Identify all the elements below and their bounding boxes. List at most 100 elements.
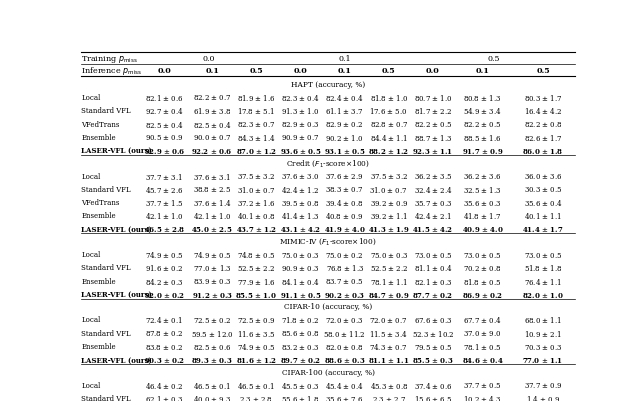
Text: 35.6 $\pm$ 7.6: 35.6 $\pm$ 7.6: [325, 394, 364, 401]
Text: Inference $p_\mathrm{miss}$: Inference $p_\mathrm{miss}$: [81, 65, 143, 77]
Text: 32.4 $\pm$ 2.4: 32.4 $\pm$ 2.4: [413, 184, 452, 194]
Text: 83.8 $\pm$ 0.2: 83.8 $\pm$ 0.2: [145, 342, 183, 351]
Text: CIFAR-10 (accuracy, %): CIFAR-10 (accuracy, %): [284, 302, 372, 310]
Text: 37.6 $\pm$ 3.0: 37.6 $\pm$ 3.0: [281, 172, 320, 180]
Text: 81.6 $\pm$ 1.2: 81.6 $\pm$ 1.2: [236, 355, 277, 364]
Text: 11.5 $\pm$ 3.4: 11.5 $\pm$ 3.4: [369, 328, 408, 338]
Text: 72.5 $\pm$ 0.9: 72.5 $\pm$ 0.9: [237, 315, 276, 324]
Text: CIFAR-100 (accuracy, %): CIFAR-100 (accuracy, %): [282, 368, 374, 376]
Text: 92.0 $\pm$ 0.2: 92.0 $\pm$ 0.2: [144, 290, 185, 299]
Text: LASER-VFL (ours): LASER-VFL (ours): [81, 356, 152, 363]
Text: 0.5: 0.5: [250, 67, 263, 75]
Text: 70.3 $\pm$ 0.3: 70.3 $\pm$ 0.3: [524, 342, 563, 351]
Text: 92.3 $\pm$ 1.1: 92.3 $\pm$ 1.1: [412, 146, 454, 155]
Text: Training $p_\mathrm{miss}$: Training $p_\mathrm{miss}$: [81, 53, 138, 65]
Text: VFedTrans: VFedTrans: [81, 198, 120, 207]
Text: 37.5 $\pm$ 3.2: 37.5 $\pm$ 3.2: [237, 172, 275, 180]
Text: 42.4 $\pm$ 2.1: 42.4 $\pm$ 2.1: [414, 211, 452, 221]
Text: 79.5 $\pm$ 0.5: 79.5 $\pm$ 0.5: [413, 342, 452, 351]
Text: 83.7 $\pm$ 0.5: 83.7 $\pm$ 0.5: [325, 277, 364, 286]
Text: 82.2 $\pm$ 0.5: 82.2 $\pm$ 0.5: [463, 120, 502, 129]
Text: LASER-VFL (ours): LASER-VFL (ours): [81, 225, 152, 233]
Text: 80.7 $\pm$ 1.0: 80.7 $\pm$ 1.0: [413, 93, 452, 103]
Text: 0.5: 0.5: [536, 67, 550, 75]
Text: 37.7 $\pm$ 0.9: 37.7 $\pm$ 0.9: [524, 380, 563, 389]
Text: 85.5 $\pm$ 0.3: 85.5 $\pm$ 0.3: [412, 355, 454, 364]
Text: 30.3 $\pm$ 0.5: 30.3 $\pm$ 0.5: [524, 185, 563, 194]
Text: 77.0 $\pm$ 1.1: 77.0 $\pm$ 1.1: [522, 355, 564, 364]
Text: 78.1 $\pm$ 1.1: 78.1 $\pm$ 1.1: [370, 276, 408, 286]
Text: 41.4 $\pm$ 1.7: 41.4 $\pm$ 1.7: [522, 225, 564, 234]
Text: HAPT (accuracy, %): HAPT (accuracy, %): [291, 81, 365, 89]
Text: 62.1 $\pm$ 0.3: 62.1 $\pm$ 0.3: [145, 393, 184, 401]
Text: 80.3 $\pm$ 1.7: 80.3 $\pm$ 1.7: [524, 93, 563, 103]
Text: 15.6 $\pm$ 6.5: 15.6 $\pm$ 6.5: [413, 393, 452, 401]
Text: 45.0 $\pm$ 2.5: 45.0 $\pm$ 2.5: [191, 225, 233, 234]
Text: 84.1 $\pm$ 0.4: 84.1 $\pm$ 0.4: [281, 276, 320, 286]
Text: 72.4 $\pm$ 0.1: 72.4 $\pm$ 0.1: [145, 315, 184, 325]
Text: 36.2 $\pm$ 3.6: 36.2 $\pm$ 3.6: [463, 172, 502, 180]
Text: 37.0 $\pm$ 9.0: 37.0 $\pm$ 9.0: [463, 328, 502, 337]
Text: 16.4 $\pm$ 4.2: 16.4 $\pm$ 4.2: [524, 106, 562, 116]
Text: 0.1: 0.1: [339, 55, 351, 63]
Text: 39.4 $\pm$ 0.8: 39.4 $\pm$ 0.8: [326, 198, 364, 208]
Text: 55.6 $\pm$ 1.8: 55.6 $\pm$ 1.8: [282, 393, 319, 401]
Text: 0.0: 0.0: [157, 67, 171, 75]
Text: 82.0 $\pm$ 1.0: 82.0 $\pm$ 1.0: [522, 290, 564, 299]
Text: 32.5 $\pm$ 1.3: 32.5 $\pm$ 1.3: [463, 184, 502, 194]
Text: 85.6 $\pm$ 0.8: 85.6 $\pm$ 0.8: [282, 328, 319, 337]
Text: 84.2 $\pm$ 0.3: 84.2 $\pm$ 0.3: [145, 276, 184, 286]
Text: Standard VFL: Standard VFL: [81, 264, 131, 272]
Text: 40.1 $\pm$ 0.8: 40.1 $\pm$ 0.8: [237, 211, 275, 221]
Text: 91.3 $\pm$ 1.0: 91.3 $\pm$ 1.0: [281, 106, 320, 116]
Text: 51.8 $\pm$ 1.8: 51.8 $\pm$ 1.8: [524, 263, 562, 273]
Text: 82.2 $\pm$ 0.7: 82.2 $\pm$ 0.7: [193, 93, 232, 102]
Text: 82.2 $\pm$ 0.5: 82.2 $\pm$ 0.5: [413, 120, 452, 129]
Text: 0.0: 0.0: [426, 67, 440, 75]
Text: 1.4 $\pm$ 0.9: 1.4 $\pm$ 0.9: [526, 393, 560, 401]
Text: 73.0 $\pm$ 0.5: 73.0 $\pm$ 0.5: [524, 250, 563, 259]
Text: 73.0 $\pm$ 0.5: 73.0 $\pm$ 0.5: [463, 250, 502, 259]
Text: 92.7 $\pm$ 0.4: 92.7 $\pm$ 0.4: [145, 106, 184, 116]
Text: Ensemble: Ensemble: [81, 134, 116, 142]
Text: 82.1 $\pm$ 0.3: 82.1 $\pm$ 0.3: [413, 276, 452, 286]
Text: 36.2 $\pm$ 3.5: 36.2 $\pm$ 3.5: [413, 172, 452, 180]
Text: 35.6 $\pm$ 0.3: 35.6 $\pm$ 0.3: [463, 198, 502, 207]
Text: 37.6 $\pm$ 3.1: 37.6 $\pm$ 3.1: [193, 171, 231, 181]
Text: 41.5 $\pm$ 4.2: 41.5 $\pm$ 4.2: [412, 225, 454, 234]
Text: 37.6 $\pm$ 2.9: 37.6 $\pm$ 2.9: [325, 172, 364, 180]
Text: 91.6 $\pm$ 0.2: 91.6 $\pm$ 0.2: [145, 263, 184, 273]
Text: 76.4 $\pm$ 1.1: 76.4 $\pm$ 1.1: [524, 276, 562, 286]
Text: 39.2 $\pm$ 1.1: 39.2 $\pm$ 1.1: [370, 211, 408, 221]
Text: 82.1 $\pm$ 0.6: 82.1 $\pm$ 0.6: [145, 93, 184, 103]
Text: 0.0: 0.0: [294, 67, 307, 75]
Text: MIMIC-IV ($F_1$-score$\times$100): MIMIC-IV ($F_1$-score$\times$100): [279, 236, 377, 247]
Text: 39.5 $\pm$ 0.8: 39.5 $\pm$ 0.8: [282, 198, 319, 207]
Text: 2.3 $\pm$ 2.8: 2.3 $\pm$ 2.8: [239, 394, 273, 401]
Text: Ensemble: Ensemble: [81, 212, 116, 220]
Text: 10.2 $\pm$ 4.3: 10.2 $\pm$ 4.3: [463, 393, 502, 401]
Text: 90.9 $\pm$ 0.3: 90.9 $\pm$ 0.3: [281, 263, 320, 272]
Text: 40.9 $\pm$ 4.0: 40.9 $\pm$ 4.0: [461, 225, 503, 234]
Text: Local: Local: [81, 172, 100, 180]
Text: 37.6 $\pm$ 1.4: 37.6 $\pm$ 1.4: [193, 198, 232, 208]
Text: 54.9 $\pm$ 3.4: 54.9 $\pm$ 3.4: [463, 106, 502, 116]
Text: 40.0 $\pm$ 9.3: 40.0 $\pm$ 9.3: [193, 393, 232, 401]
Text: Standard VFL: Standard VFL: [81, 329, 131, 337]
Text: 2.3 $\pm$ 2.7: 2.3 $\pm$ 2.7: [372, 394, 406, 401]
Text: 0.5: 0.5: [487, 55, 500, 63]
Text: 45.5 $\pm$ 0.3: 45.5 $\pm$ 0.3: [281, 380, 320, 390]
Text: 88.5 $\pm$ 1.6: 88.5 $\pm$ 1.6: [463, 132, 502, 142]
Text: Credit ($F_1$-score$\times$100): Credit ($F_1$-score$\times$100): [286, 158, 370, 168]
Text: 37.2 $\pm$ 1.6: 37.2 $\pm$ 1.6: [237, 198, 276, 208]
Text: 77.0 $\pm$ 1.3: 77.0 $\pm$ 1.3: [193, 263, 232, 273]
Text: 84.6 $\pm$ 0.4: 84.6 $\pm$ 0.4: [461, 355, 503, 364]
Text: 0.1: 0.1: [338, 67, 351, 75]
Text: 85.5 $\pm$ 1.0: 85.5 $\pm$ 1.0: [236, 290, 277, 299]
Text: 45.7 $\pm$ 2.6: 45.7 $\pm$ 2.6: [145, 184, 184, 194]
Text: 92.9 $\pm$ 0.6: 92.9 $\pm$ 0.6: [143, 146, 185, 155]
Text: 61.1 $\pm$ 3.7: 61.1 $\pm$ 3.7: [325, 106, 364, 116]
Text: 82.2 $\pm$ 0.8: 82.2 $\pm$ 0.8: [524, 120, 562, 129]
Text: 77.9 $\pm$ 1.6: 77.9 $\pm$ 1.6: [237, 276, 276, 286]
Text: 86.0 $\pm$ 1.8: 86.0 $\pm$ 1.8: [522, 146, 564, 155]
